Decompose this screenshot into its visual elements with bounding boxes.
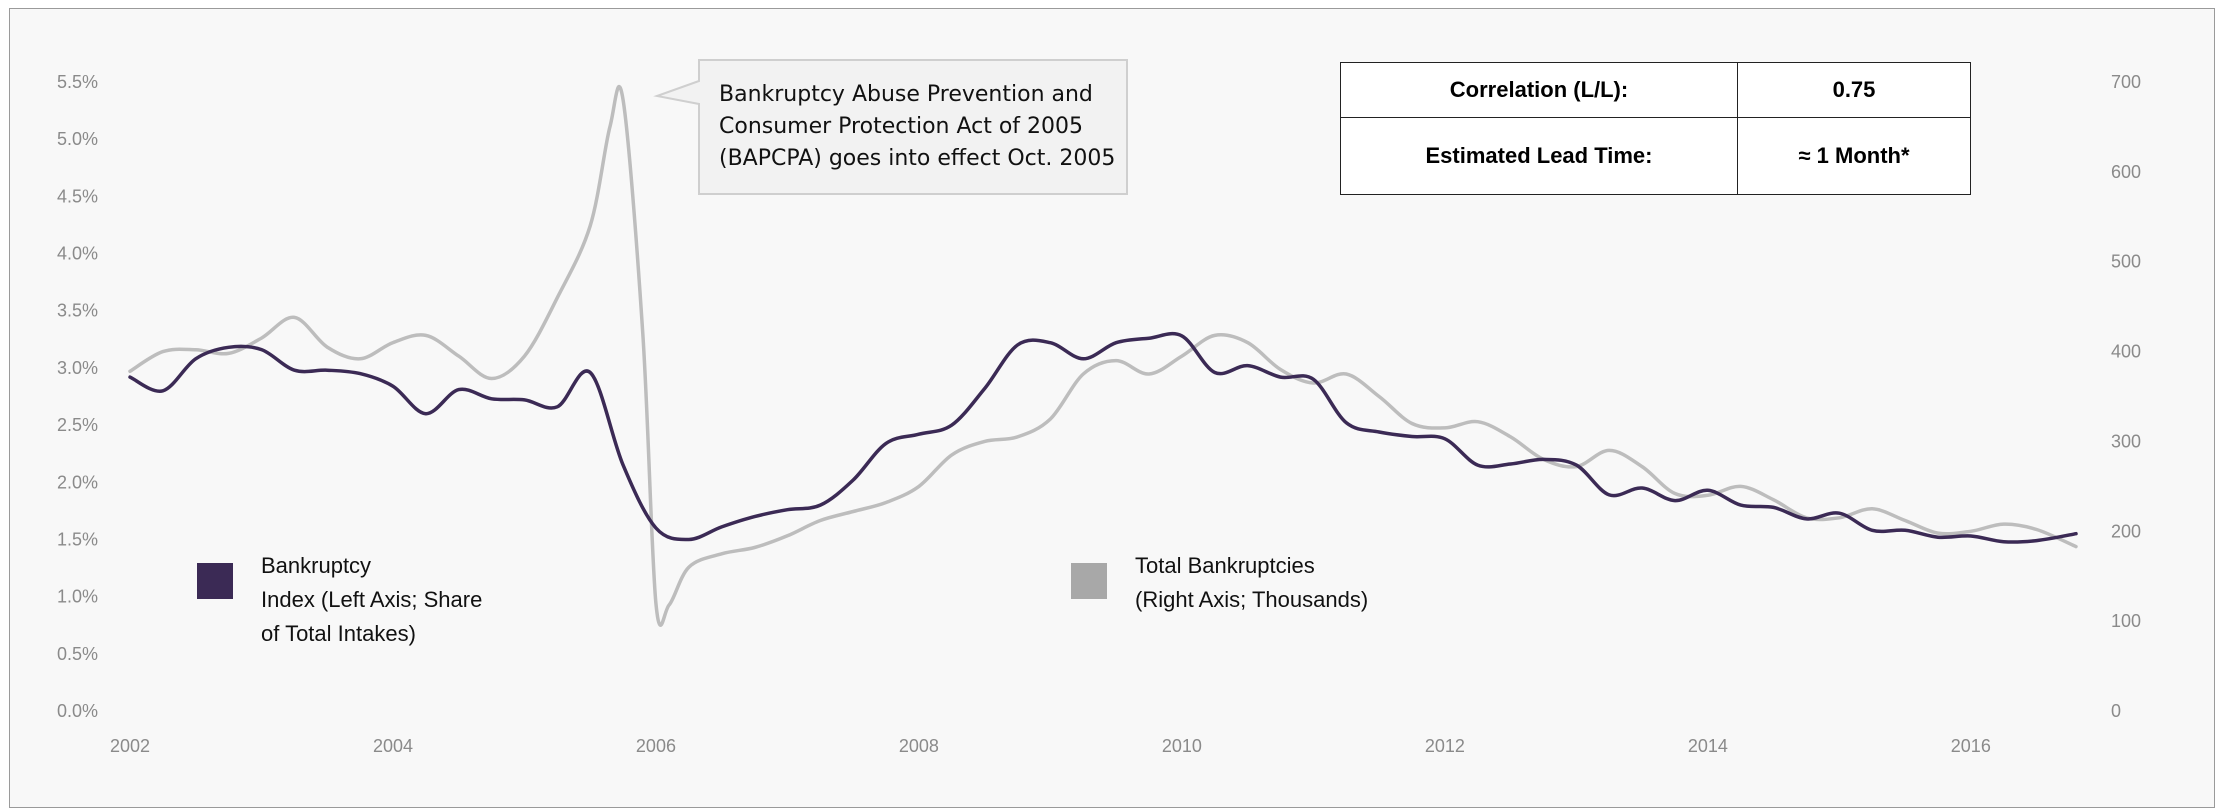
x-axis-tick-label: 2010 <box>1162 736 1202 756</box>
right-axis-tick-label: 200 <box>2111 521 2141 541</box>
lead-time-label: Estimated Lead Time: <box>1340 117 1738 195</box>
lead-time-value: ≈ 1 Month* <box>1737 117 1971 195</box>
x-axis-tick-label: 2004 <box>373 736 413 756</box>
x-axis-tick-label: 2002 <box>110 736 150 756</box>
left-axis-tick-label: 2.5% <box>57 415 98 435</box>
right-axis-tick-label: 500 <box>2111 252 2141 272</box>
annotation-line-3: (BAPCPA) goes into effect Oct. 2005 <box>719 146 1116 171</box>
left-axis-tick-label: 4.0% <box>57 244 98 264</box>
right-axis-tick-label: 700 <box>2111 72 2141 92</box>
x-axis-tick-label: 2016 <box>1951 736 1991 756</box>
right-axis-tick-label: 300 <box>2111 431 2141 451</box>
left-axis-tick-label: 3.5% <box>57 301 98 321</box>
right-axis-tick-label: 600 <box>2111 162 2141 182</box>
legend-1-line-1: Bankruptcy <box>261 553 372 578</box>
correlation-value: 0.75 <box>1737 62 1971 118</box>
legend-2-line-2: (Right Axis; Thousands) <box>1135 587 1369 612</box>
series-line-total-bankruptcies <box>128 84 2078 627</box>
x-axis-tick-label: 2008 <box>899 736 939 756</box>
annotation-line-2: Consumer Protection Act of 2005 <box>719 114 1084 139</box>
x-axis-ticks: 2002 2004 2006 2008 2010 2012 2014 2016 <box>110 736 1991 756</box>
left-axis-tick-label: 0.5% <box>57 644 98 664</box>
correlation-row: Correlation (L/L): 0.75 <box>1340 62 1971 118</box>
series-line-bankruptcy-index <box>128 331 2078 544</box>
x-axis-tick-label: 2014 <box>1688 736 1728 756</box>
legend-1-line-3: of Total Intakes) <box>261 621 416 646</box>
left-axis-ticks: 0.0% 0.5% 1.0% 1.5% 2.0% 2.5% 3.0% 3.5% 4.0% 4.5%… <box>57 72 98 721</box>
legend-1-line-2: Index (Left Axis; Share <box>261 587 483 612</box>
left-axis-tick-label: 3.0% <box>57 358 98 378</box>
correlation-label: Correlation (L/L): <box>1340 62 1738 118</box>
left-axis-tick-label: 5.0% <box>57 129 98 149</box>
left-axis-tick-label: 1.5% <box>57 529 98 549</box>
callout-box <box>653 59 1128 195</box>
left-axis-tick-label: 2.0% <box>57 472 98 492</box>
left-axis-tick-label: 5.5% <box>57 72 98 92</box>
series-lines <box>128 84 2078 627</box>
annotation-line-1: Bankruptcy Abuse Prevention and <box>719 82 1093 107</box>
right-axis-tick-label: 100 <box>2111 611 2141 631</box>
left-axis-tick-label: 4.5% <box>57 186 98 206</box>
x-axis-tick-label: 2006 <box>636 736 676 756</box>
right-axis-tick-label: 400 <box>2111 342 2141 362</box>
legend-2-line-1: Total Bankruptcies <box>1135 553 1315 578</box>
annotation-callout <box>653 59 1128 195</box>
legend-swatch-total-bankruptcies <box>1071 563 1107 599</box>
left-axis-tick-label: 0.0% <box>57 701 98 721</box>
right-axis-ticks: 0 100 200 300 400 500 600 700 <box>2111 72 2141 721</box>
lead-time-row: Estimated Lead Time: ≈ 1 Month* <box>1340 117 1971 195</box>
right-axis-tick-label: 0 <box>2111 701 2121 721</box>
x-axis-tick-label: 2012 <box>1425 736 1465 756</box>
legend-swatch-bankruptcy-index <box>197 563 233 599</box>
annotation-text: Bankruptcy Abuse Prevention and Consumer… <box>719 79 1115 175</box>
legend-label-bankruptcy-index: Bankruptcy Index (Left Axis; Share of To… <box>261 549 482 651</box>
stats-table: Correlation (L/L): 0.75 Estimated Lead T… <box>1340 62 1971 195</box>
legend-label-total-bankruptcies: Total Bankruptcies (Right Axis; Thousand… <box>1135 549 1368 617</box>
left-axis-tick-label: 1.0% <box>57 587 98 607</box>
